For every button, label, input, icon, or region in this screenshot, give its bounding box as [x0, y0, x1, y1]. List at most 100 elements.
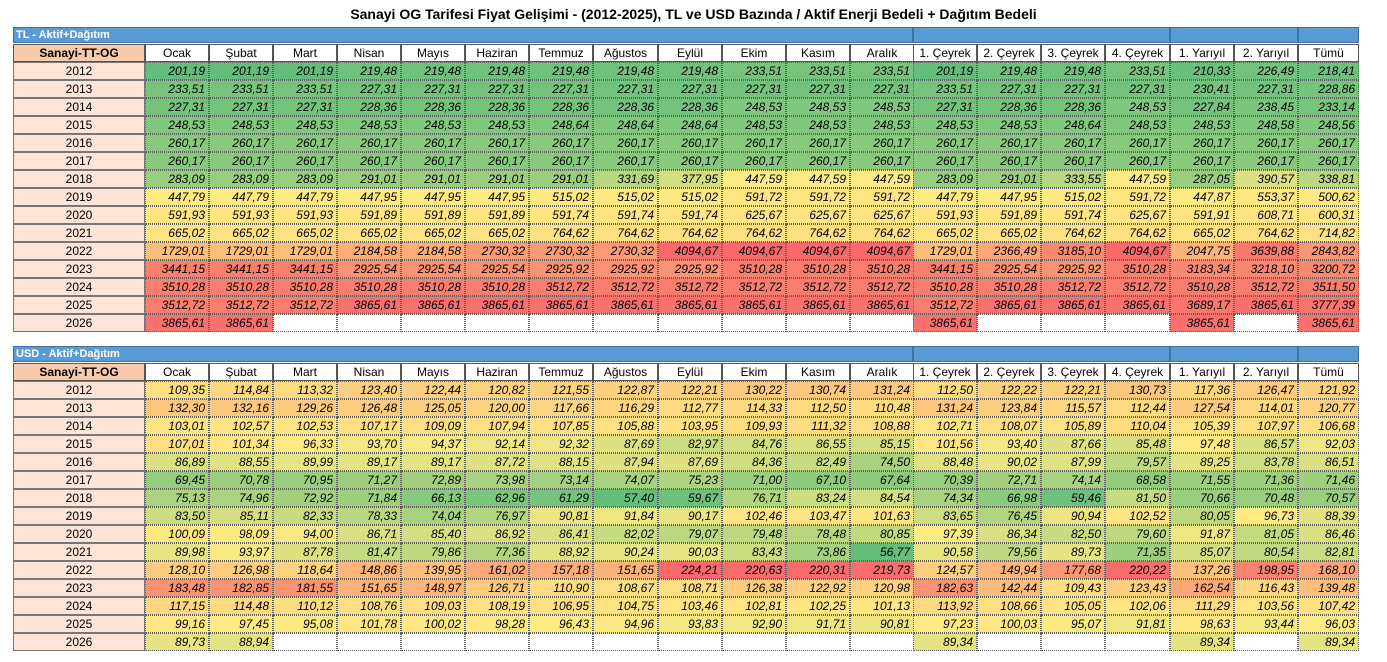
value-cell[interactable]: 515,02 [658, 188, 722, 206]
value-cell[interactable] [786, 633, 850, 651]
value-cell[interactable]: 123,84 [977, 399, 1041, 417]
value-cell[interactable]: 59,46 [1041, 489, 1105, 507]
value-cell[interactable]: 126,48 [337, 399, 401, 417]
value-cell[interactable]: 103,56 [1234, 597, 1298, 615]
value-cell[interactable]: 81,05 [1234, 525, 1298, 543]
value-cell[interactable]: 98,63 [1170, 615, 1234, 633]
value-cell[interactable]: 85,11 [209, 507, 273, 525]
value-cell[interactable]: 260,17 [913, 134, 977, 152]
value-cell[interactable]: 591,72 [786, 188, 850, 206]
value-cell[interactable]: 260,17 [1234, 134, 1298, 152]
value-cell[interactable]: 248,53 [337, 116, 401, 134]
value-cell[interactable]: 117,36 [1170, 381, 1234, 399]
value-cell[interactable]: 260,17 [1298, 134, 1359, 152]
value-cell[interactable]: 74,96 [209, 489, 273, 507]
value-cell[interactable]: 108,67 [593, 579, 658, 597]
value-cell[interactable]: 67,64 [850, 471, 914, 489]
value-cell[interactable]: 591,72 [850, 188, 914, 206]
value-cell[interactable]: 89,34 [1170, 633, 1234, 651]
value-cell[interactable]: 96,73 [1234, 507, 1298, 525]
value-cell[interactable]: 131,24 [913, 399, 977, 417]
value-cell[interactable]: 591,91 [1170, 206, 1234, 224]
value-cell[interactable]: 2366,49 [977, 242, 1041, 260]
value-cell[interactable]: 93,83 [658, 615, 722, 633]
value-cell[interactable] [658, 314, 722, 332]
value-cell[interactable]: 97,23 [913, 615, 977, 633]
value-cell[interactable]: 591,89 [977, 206, 1041, 224]
value-cell[interactable]: 260,17 [1105, 152, 1170, 170]
value-cell[interactable] [593, 633, 658, 651]
value-cell[interactable]: 80,85 [850, 525, 914, 543]
value-cell[interactable]: 78,48 [786, 525, 850, 543]
value-cell[interactable]: 260,17 [465, 134, 529, 152]
value-cell[interactable]: 3865,61 [850, 296, 914, 314]
value-cell[interactable]: 764,62 [786, 224, 850, 242]
value-cell[interactable]: 591,93 [273, 206, 337, 224]
value-cell[interactable]: 79,56 [977, 543, 1041, 561]
value-cell[interactable]: 116,29 [593, 399, 658, 417]
value-cell[interactable]: 260,17 [786, 134, 850, 152]
value-cell[interactable]: 137,26 [1170, 561, 1234, 579]
value-cell[interactable]: 72,71 [977, 471, 1041, 489]
value-cell[interactable]: 114,33 [722, 399, 786, 417]
value-cell[interactable]: 128,10 [145, 561, 209, 579]
value-cell[interactable]: 2925,54 [401, 260, 465, 278]
value-cell[interactable]: 248,53 [209, 116, 273, 134]
value-cell[interactable]: 227,31 [786, 80, 850, 98]
value-cell[interactable]: 109,93 [722, 417, 786, 435]
value-cell[interactable]: 117,66 [529, 399, 593, 417]
value-cell[interactable]: 233,51 [722, 62, 786, 80]
value-cell[interactable]: 105,89 [1041, 417, 1105, 435]
year-cell[interactable]: 2020 [13, 206, 145, 224]
value-cell[interactable]: 103,95 [658, 417, 722, 435]
value-cell[interactable] [337, 314, 401, 332]
value-cell[interactable]: 97,39 [913, 525, 977, 543]
year-cell[interactable]: 2018 [13, 170, 145, 188]
value-cell[interactable]: 122,22 [977, 381, 1041, 399]
value-cell[interactable]: 86,89 [145, 453, 209, 471]
value-cell[interactable]: 124,57 [913, 561, 977, 579]
value-cell[interactable]: 764,62 [658, 224, 722, 242]
year-cell[interactable]: 2021 [13, 543, 145, 561]
value-cell[interactable] [786, 314, 850, 332]
value-cell[interactable]: 129,26 [273, 399, 337, 417]
value-cell[interactable]: 107,17 [337, 417, 401, 435]
value-cell[interactable]: 107,85 [529, 417, 593, 435]
value-cell[interactable]: 87,69 [658, 453, 722, 471]
value-cell[interactable]: 248,53 [1105, 116, 1170, 134]
value-cell[interactable]: 121,55 [529, 381, 593, 399]
value-cell[interactable]: 227,31 [145, 98, 209, 116]
value-cell[interactable]: 3441,15 [145, 260, 209, 278]
value-cell[interactable]: 248,64 [529, 116, 593, 134]
value-cell[interactable]: 3865,61 [977, 296, 1041, 314]
year-cell[interactable]: 2026 [13, 314, 145, 332]
year-cell[interactable]: 2020 [13, 525, 145, 543]
value-cell[interactable]: 220,63 [722, 561, 786, 579]
value-cell[interactable]: 109,35 [145, 381, 209, 399]
value-cell[interactable]: 81,50 [1105, 489, 1170, 507]
value-cell[interactable] [850, 633, 914, 651]
value-cell[interactable]: 591,93 [209, 206, 273, 224]
value-cell[interactable]: 100,09 [145, 525, 209, 543]
value-cell[interactable]: 3441,15 [913, 260, 977, 278]
value-cell[interactable]: 764,62 [1105, 224, 1170, 242]
year-cell[interactable]: 2022 [13, 561, 145, 579]
value-cell[interactable]: 89,34 [913, 633, 977, 651]
value-cell[interactable]: 260,17 [337, 134, 401, 152]
value-cell[interactable]: 71,84 [337, 489, 401, 507]
value-cell[interactable]: 600,31 [1298, 206, 1359, 224]
value-cell[interactable]: 338,81 [1298, 170, 1359, 188]
value-cell[interactable]: 3865,61 [1105, 296, 1170, 314]
value-cell[interactable]: 227,31 [722, 80, 786, 98]
value-cell[interactable]: 260,17 [1234, 152, 1298, 170]
value-cell[interactable]: 70,39 [913, 471, 977, 489]
value-cell[interactable]: 2047,75 [1170, 242, 1234, 260]
value-cell[interactable]: 130,73 [1105, 381, 1170, 399]
value-cell[interactable]: 151,65 [593, 561, 658, 579]
value-cell[interactable]: 219,48 [1041, 62, 1105, 80]
value-cell[interactable]: 220,22 [1105, 561, 1170, 579]
value-cell[interactable]: 1729,01 [273, 242, 337, 260]
value-cell[interactable]: 79,07 [658, 525, 722, 543]
value-cell[interactable]: 260,17 [850, 134, 914, 152]
value-cell[interactable]: 70,48 [1234, 489, 1298, 507]
